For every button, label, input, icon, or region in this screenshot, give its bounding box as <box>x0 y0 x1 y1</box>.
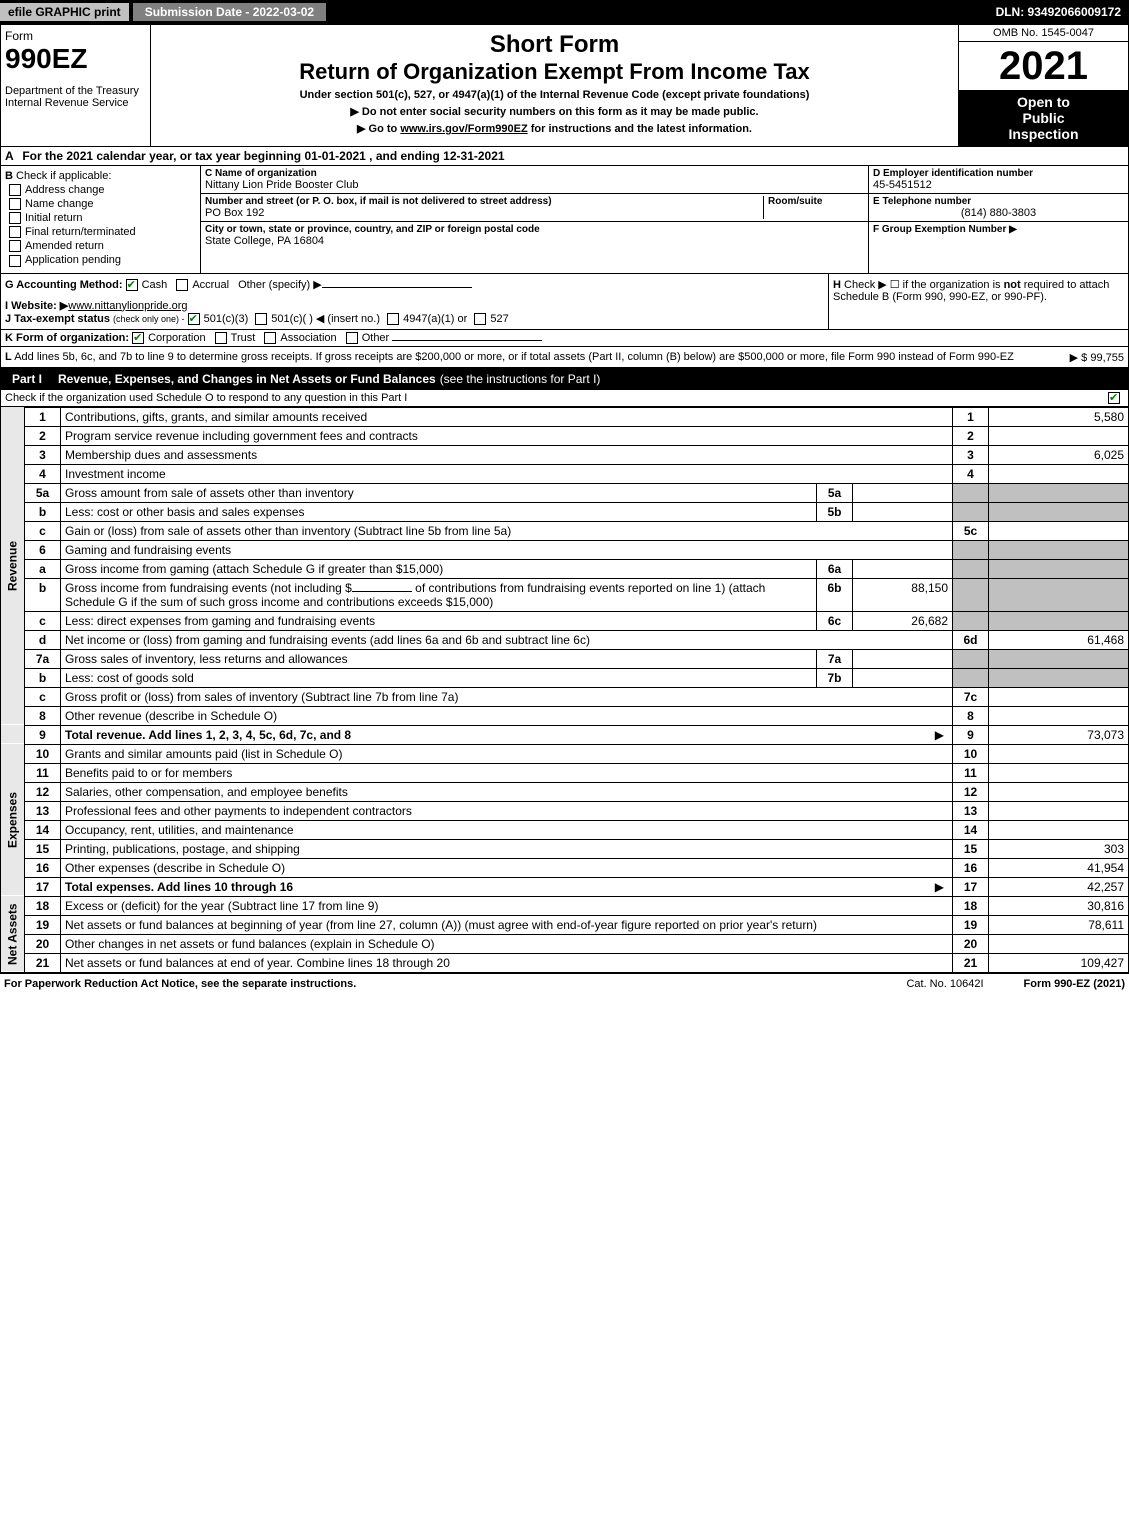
submission-date: Submission Date - 2022-03-02 <box>133 3 326 21</box>
chk-501c[interactable] <box>255 313 267 325</box>
chk-501c3[interactable] <box>188 313 200 325</box>
col-d-e-f: D Employer identification number 45-5451… <box>868 166 1128 273</box>
chk-4947[interactable] <box>387 313 399 325</box>
side-revenue: Revenue <box>1 407 25 725</box>
telephone: (814) 880-3803 <box>873 207 1124 219</box>
omb-number: OMB No. 1545-0047 <box>959 25 1128 42</box>
val-9: 73,073 <box>989 725 1129 744</box>
val-4 <box>989 464 1129 483</box>
org-city: State College, PA 16804 <box>205 235 864 247</box>
part-1-sub: Check if the organization used Schedule … <box>0 390 1129 407</box>
efile-label: efile GRAPHIC print <box>0 3 129 21</box>
val-6b: 88,150 <box>853 578 953 611</box>
chk-accrual[interactable] <box>176 279 188 291</box>
col-c: C Name of organization Nittany Lion Prid… <box>201 166 868 273</box>
title-return: Return of Organization Exempt From Incom… <box>157 59 952 85</box>
department: Department of the Treasury Internal Reve… <box>5 85 146 109</box>
chk-cash[interactable] <box>126 279 138 291</box>
chk-corp[interactable] <box>132 332 144 344</box>
chk-amended[interactable] <box>9 240 21 252</box>
val-5c <box>989 521 1129 540</box>
cat-no: Cat. No. 10642I <box>906 978 983 990</box>
website[interactable]: www.nittanylionpride.org <box>68 300 187 312</box>
footer: For Paperwork Reduction Act Notice, see … <box>0 973 1129 994</box>
dln: DLN: 93492066009172 <box>988 3 1129 21</box>
val-18: 30,816 <box>989 896 1129 915</box>
side-expenses: Expenses <box>1 744 25 896</box>
val-10 <box>989 744 1129 763</box>
row-l: L Add lines 5b, 6c, and 7b to line 9 to … <box>0 347 1129 368</box>
org-name: Nittany Lion Pride Booster Club <box>205 179 864 191</box>
val-16: 41,954 <box>989 858 1129 877</box>
val-19: 78,611 <box>989 915 1129 934</box>
row-k: K Form of organization: Corporation Trus… <box>0 330 1129 347</box>
col-b: B Check if applicable: Address change Na… <box>1 166 201 273</box>
row-a: A For the 2021 calendar year, or tax yea… <box>0 147 1129 166</box>
chk-assoc[interactable] <box>264 332 276 344</box>
chk-initial-return[interactable] <box>9 212 21 224</box>
chk-pending[interactable] <box>9 255 21 267</box>
lines-table: Revenue 1 Contributions, gifts, grants, … <box>0 407 1129 973</box>
gross-receipts: ▶ $ 99,755 <box>1070 351 1124 364</box>
val-7c <box>989 687 1129 706</box>
tax-year: 2021 <box>959 42 1128 90</box>
part-1-header: Part I Revenue, Expenses, and Changes in… <box>0 368 1129 390</box>
val-8 <box>989 706 1129 725</box>
title-short-form: Short Form <box>157 31 952 59</box>
chk-other-org[interactable] <box>346 332 358 344</box>
val-21: 109,427 <box>989 953 1129 972</box>
subtitle-ssn: ▶ Do not enter social security numbers o… <box>157 105 952 118</box>
section-b-through-f: B Check if applicable: Address change Na… <box>0 166 1129 274</box>
side-net-assets: Net Assets <box>1 896 25 972</box>
irs-link[interactable]: www.irs.gov/Form990EZ <box>400 123 527 135</box>
val-2 <box>989 426 1129 445</box>
chk-final-return[interactable] <box>9 226 21 238</box>
chk-name-change[interactable] <box>9 198 21 210</box>
chk-527[interactable] <box>474 313 486 325</box>
form-header: Form 990EZ Department of the Treasury In… <box>0 24 1129 147</box>
org-street: PO Box 192 <box>205 207 759 219</box>
val-15: 303 <box>989 839 1129 858</box>
chk-trust[interactable] <box>215 332 227 344</box>
val-6d: 61,468 <box>989 630 1129 649</box>
top-bar: efile GRAPHIC print Submission Date - 20… <box>0 0 1129 24</box>
form-word: Form <box>5 29 146 43</box>
subtitle-goto: ▶ Go to www.irs.gov/Form990EZ for instru… <box>157 122 952 135</box>
ein: 45-5451512 <box>873 179 1124 191</box>
form-ref: Form 990-EZ (2021) <box>1024 978 1125 990</box>
form-number: 990EZ <box>5 43 146 75</box>
chk-schedule-o[interactable] <box>1108 392 1120 404</box>
val-17: 42,257 <box>989 877 1129 896</box>
inspection-badge: Open to Public Inspection <box>959 90 1128 146</box>
val-3: 6,025 <box>989 445 1129 464</box>
chk-address-change[interactable] <box>9 184 21 196</box>
row-g-h-i-j: G Accounting Method: Cash Accrual Other … <box>0 274 1129 330</box>
val-1: 5,580 <box>989 407 1129 426</box>
subtitle-section: Under section 501(c), 527, or 4947(a)(1)… <box>157 89 952 101</box>
val-6c: 26,682 <box>853 611 953 630</box>
